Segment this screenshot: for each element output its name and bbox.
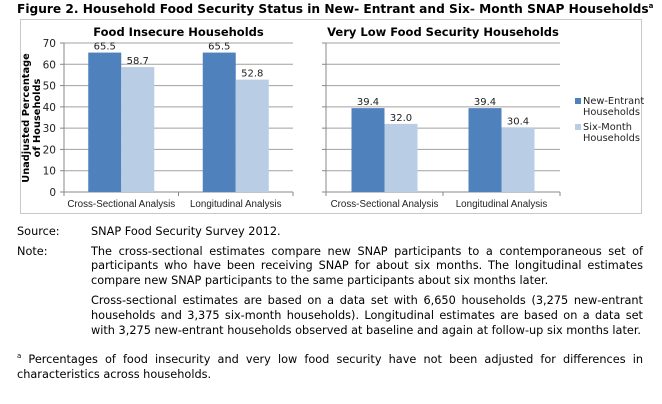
footnote-text: Percentages of food insecurity and very … [17, 352, 643, 381]
note-body: The cross-sectional estimates compare ne… [91, 245, 643, 345]
legend-label: Households [583, 133, 640, 144]
bar-new-entrant [351, 108, 385, 192]
legend-label: Households [583, 107, 640, 118]
note-paragraph-2: Cross-sectional estimates are based on a… [91, 294, 643, 337]
y-axis-label-line: of Households [32, 78, 43, 157]
bar-six-month [501, 127, 535, 192]
data-label: 39.4 [474, 97, 496, 108]
y-tick-label: 50 [43, 81, 56, 93]
source-row: Source: SNAP Food Security Survey 2012. [17, 225, 643, 240]
figure-title-text: Figure 2. Household Food Security Status… [17, 2, 649, 17]
panel-title: Very Low Food Security Households [327, 25, 559, 39]
y-tick-label: 70 [43, 38, 56, 50]
legend-swatch [575, 98, 581, 104]
source-text: SNAP Food Security Survey 2012. [91, 225, 281, 238]
figure-title-footnote-mark: a [648, 2, 654, 10]
x-tick-label: Longitudinal Analysis [190, 199, 282, 210]
bar-six-month [384, 123, 418, 192]
y-tick-label: 20 [43, 144, 56, 156]
bar-new-entrant [88, 52, 122, 193]
data-label: 52.8 [241, 69, 263, 80]
notes-section: Source: SNAP Food Security Survey 2012. … [17, 225, 643, 382]
y-tick-label: 0 [49, 187, 56, 199]
data-label: 39.4 [357, 97, 379, 108]
y-tick-label: 10 [43, 166, 56, 178]
data-label: 58.7 [127, 56, 149, 67]
y-tick-label: 30 [43, 123, 56, 135]
chart-svg: Food Insecure Households 0 10 20 30 40 50 60 70 C… [21, 25, 644, 210]
legend-label: New-Entrant [583, 96, 644, 107]
chart-frame [20, 19, 642, 214]
y-tick-label: 60 [43, 59, 56, 71]
panel-title: Food Insecure Households [93, 25, 264, 39]
note-label: Note: [17, 244, 48, 258]
bar-new-entrant [468, 108, 502, 192]
data-label: 65.5 [208, 42, 230, 53]
note-paragraph-1: The cross-sectional estimates compare ne… [91, 244, 643, 287]
data-label: 30.4 [507, 116, 529, 127]
figure-title: Figure 2. Household Food Security Status… [17, 2, 653, 16]
legend-label: Six-Month [583, 122, 632, 133]
x-tick-label: Longitudinal Analysis [456, 199, 548, 210]
y-axis-label-line: Unadjusted Percentage [21, 53, 32, 183]
note-row: Note: The cross-sectional estimates comp… [17, 245, 643, 345]
legend-swatch [575, 124, 581, 130]
x-tick-label: Cross-Sectional Analysis [67, 199, 175, 210]
y-tick-label: 40 [43, 102, 56, 114]
footnote: a Percentages of food insecurity and ver… [17, 349, 643, 382]
y-axis-label: Unadjusted Percentageof Households [21, 53, 43, 183]
data-label: 32.0 [390, 113, 412, 124]
data-label: 65.5 [94, 42, 116, 53]
bar-six-month [235, 79, 269, 192]
x-tick-label: Cross-Sectional Analysis [331, 199, 439, 210]
source-label: Source: [17, 225, 60, 238]
footnote-mark: a [17, 352, 22, 361]
bar-six-month [121, 67, 155, 192]
bar-new-entrant [202, 52, 236, 193]
